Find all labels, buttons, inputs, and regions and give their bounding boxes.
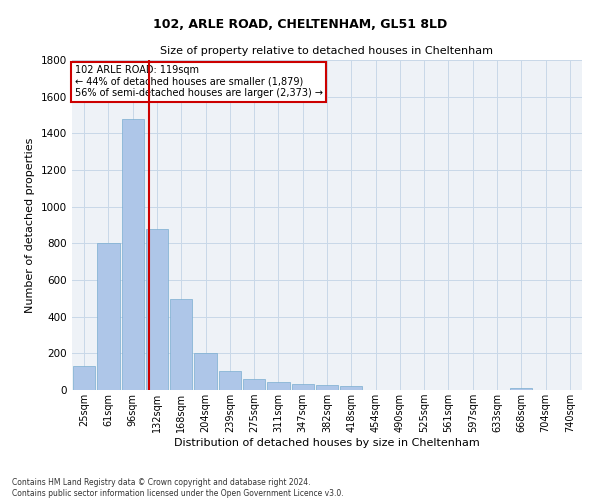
Bar — [267, 382, 290, 390]
Bar — [510, 388, 532, 390]
Bar — [194, 354, 217, 390]
Text: 102, ARLE ROAD, CHELTENHAM, GL51 8LD: 102, ARLE ROAD, CHELTENHAM, GL51 8LD — [153, 18, 447, 30]
Bar — [97, 244, 119, 390]
Title: Size of property relative to detached houses in Cheltenham: Size of property relative to detached ho… — [161, 46, 493, 56]
Bar — [122, 118, 144, 390]
Text: 102 ARLE ROAD: 119sqm
← 44% of detached houses are smaller (1,879)
56% of semi-d: 102 ARLE ROAD: 119sqm ← 44% of detached … — [74, 65, 323, 98]
Bar — [146, 228, 168, 390]
X-axis label: Distribution of detached houses by size in Cheltenham: Distribution of detached houses by size … — [174, 438, 480, 448]
Bar — [218, 371, 241, 390]
Bar — [316, 384, 338, 390]
Bar — [73, 366, 95, 390]
Bar — [340, 386, 362, 390]
Bar — [170, 299, 193, 390]
Bar — [292, 384, 314, 390]
Y-axis label: Number of detached properties: Number of detached properties — [25, 138, 35, 312]
Bar — [243, 379, 265, 390]
Text: Contains HM Land Registry data © Crown copyright and database right 2024.
Contai: Contains HM Land Registry data © Crown c… — [12, 478, 344, 498]
